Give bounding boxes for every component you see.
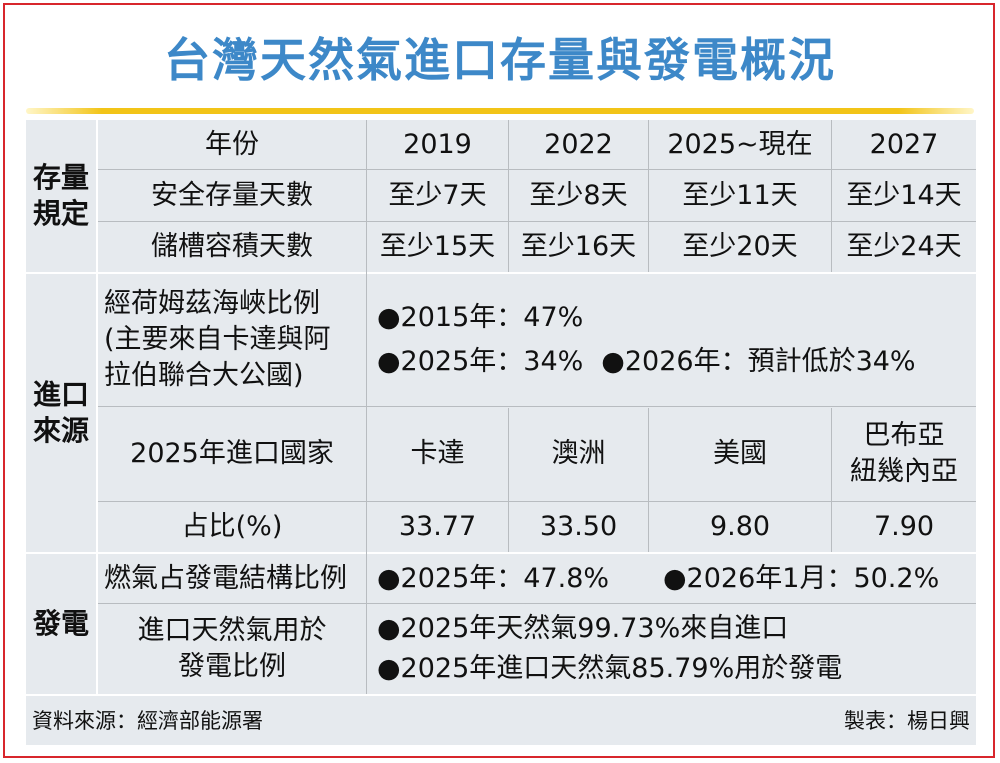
header-year-label: 年份 <box>205 128 259 160</box>
section-divider <box>26 694 976 696</box>
gas-power-share-2025: ●2025年：47.8% <box>377 562 610 594</box>
country-name: 卡達 <box>410 438 465 469</box>
section-label-import: 進口 來源 <box>32 378 89 447</box>
grid-line <box>831 408 832 552</box>
table-cell: 至少16天 <box>520 231 637 262</box>
gas-power-share-2026: ●2026年1月：50.2% <box>663 562 940 594</box>
row-label-import-countries: 2025年進口國家 <box>130 438 334 469</box>
row-label-share: 占比(%) <box>181 511 283 542</box>
column-divider <box>96 120 98 696</box>
section-divider <box>26 272 976 274</box>
page-title: 台灣天然氣進口存量與發電概況 <box>164 33 836 87</box>
row-label-gas-power-share: 燃氣占發電結構比例 <box>104 562 347 594</box>
country-name: 澳洲 <box>551 438 606 469</box>
table-cell: 至少7天 <box>388 179 487 211</box>
table-cell: 至少8天 <box>529 179 628 211</box>
grid-line <box>366 120 367 694</box>
table-cell: 至少14天 <box>846 179 962 211</box>
header-year: 2019 <box>403 128 472 160</box>
source-note: 資料來源：經濟部能源署 <box>32 708 263 733</box>
grid-line <box>648 408 649 552</box>
table-cell: 至少24天 <box>846 231 962 262</box>
grid-line <box>831 120 832 272</box>
grid-line <box>98 169 976 170</box>
share-value: 33.50 <box>539 511 618 542</box>
country-name: 巴布亞 紐幾內亞 <box>850 420 958 487</box>
row-label-hormuz: 經荷姆茲海峽比例 (主要來自卡達與阿 拉伯聯合大公國) <box>104 288 331 391</box>
share-value: 7.90 <box>873 511 935 542</box>
data-table: 存量 規定 進口 來源 發電 年份 2019 2022 2025~現在 2027 安… <box>26 120 976 745</box>
share-value: 33.77 <box>398 511 477 542</box>
row-label-safety-stock: 安全存量天數 <box>151 179 313 211</box>
gas-for-power-values: ●2025年天然氣99.73%來自進口 ●2025年進口天然氣85.79%用於發… <box>377 613 843 684</box>
hormuz-values: ●2015年：47% ●2025年：34% ●2026年：預計低於34% <box>377 302 916 377</box>
table-cell: 至少11天 <box>682 179 798 211</box>
table-cell: 至少20天 <box>682 231 798 262</box>
grid-line <box>648 120 649 272</box>
row-label-gas-for-power: 進口天然氣用於 發電比例 <box>137 615 327 682</box>
row-label-tank-capacity: 儲槽容積天數 <box>151 231 313 262</box>
table-cell: 至少15天 <box>379 231 496 262</box>
grid-line <box>98 406 976 407</box>
grid-line <box>508 120 509 272</box>
credit-note: 製表：楊日興 <box>844 708 970 733</box>
grid-line <box>98 221 976 222</box>
header-year: 2025~現在 <box>667 128 813 160</box>
grid-line <box>508 408 509 552</box>
header-year: 2022 <box>544 128 613 160</box>
title-underline <box>26 108 974 114</box>
country-name: 美國 <box>713 438 767 469</box>
section-label-storage: 存量 規定 <box>32 161 89 230</box>
section-divider <box>26 552 976 554</box>
header-year: 2027 <box>869 128 939 160</box>
grid-line <box>98 501 976 502</box>
section-label-power: 發電 <box>32 607 89 640</box>
share-value: 9.80 <box>709 511 771 542</box>
grid-line <box>98 603 976 604</box>
